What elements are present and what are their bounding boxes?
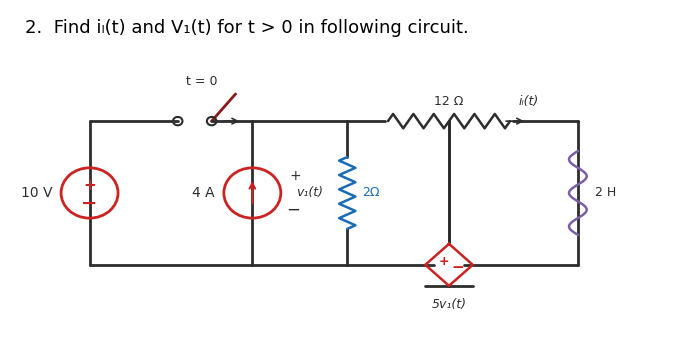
Text: −: − [452, 260, 464, 275]
Text: +: + [439, 255, 449, 268]
Text: +: + [289, 169, 301, 183]
Text: −: − [286, 201, 300, 219]
Text: +: + [83, 178, 96, 193]
Text: 2Ω: 2Ω [362, 186, 380, 199]
Text: 4 A: 4 A [193, 186, 215, 200]
Text: 2.  Find iₗ(t) and V₁(t) for t > 0 in following circuit.: 2. Find iₗ(t) and V₁(t) for t > 0 in fol… [25, 19, 469, 37]
Text: 5v₁(t): 5v₁(t) [432, 298, 466, 311]
Text: −: − [81, 194, 98, 212]
Text: 12 Ω: 12 Ω [434, 95, 464, 108]
Text: iₗ(t): iₗ(t) [518, 95, 539, 108]
Text: 2 H: 2 H [595, 186, 616, 199]
Text: 10 V: 10 V [20, 186, 52, 200]
Text: v₁(t): v₁(t) [296, 186, 323, 199]
Text: t = 0: t = 0 [186, 75, 217, 88]
